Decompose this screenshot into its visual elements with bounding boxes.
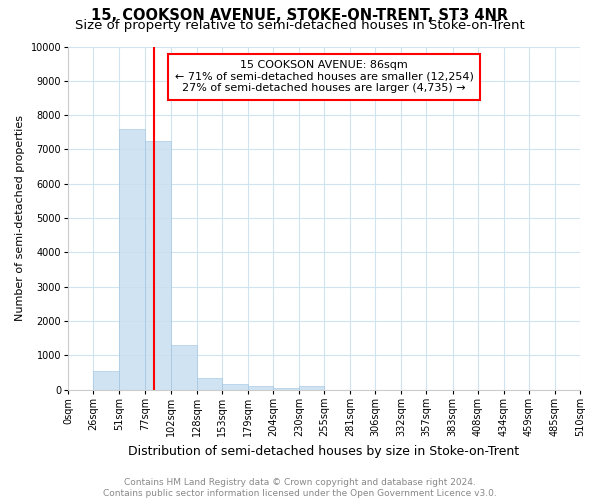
Bar xyxy=(145,141,170,390)
Bar xyxy=(248,386,273,390)
Bar xyxy=(170,345,197,390)
Text: 15 COOKSON AVENUE: 86sqm
← 71% of semi-detached houses are smaller (12,254)
27% : 15 COOKSON AVENUE: 86sqm ← 71% of semi-d… xyxy=(175,60,473,94)
Bar xyxy=(93,371,119,390)
Text: Contains HM Land Registry data © Crown copyright and database right 2024.
Contai: Contains HM Land Registry data © Crown c… xyxy=(103,478,497,498)
Bar xyxy=(221,384,248,390)
Bar xyxy=(299,386,324,390)
Bar xyxy=(119,129,145,390)
Bar xyxy=(273,388,299,390)
Text: Size of property relative to semi-detached houses in Stoke-on-Trent: Size of property relative to semi-detach… xyxy=(75,19,525,32)
Text: 15, COOKSON AVENUE, STOKE-ON-TRENT, ST3 4NR: 15, COOKSON AVENUE, STOKE-ON-TRENT, ST3 … xyxy=(91,8,509,22)
Y-axis label: Number of semi-detached properties: Number of semi-detached properties xyxy=(15,115,25,321)
X-axis label: Distribution of semi-detached houses by size in Stoke-on-Trent: Distribution of semi-detached houses by … xyxy=(128,444,520,458)
Bar xyxy=(197,378,221,390)
